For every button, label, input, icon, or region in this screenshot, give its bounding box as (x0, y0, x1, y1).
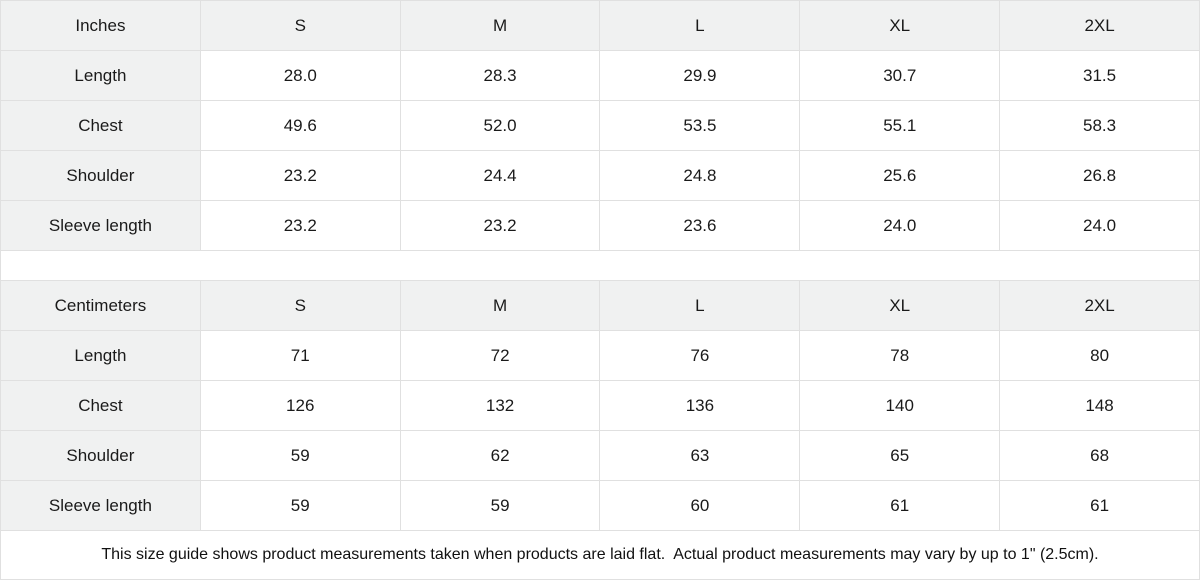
cm-length-s: 71 (200, 331, 400, 380)
inches-size-header-l: L (600, 1, 800, 50)
cm-shoulder-l: 63 (600, 431, 800, 480)
inches-length-s: 28.0 (200, 51, 400, 100)
inches-sleeve-m: 23.2 (400, 201, 600, 250)
inches-chest-2xl: 58.3 (1000, 101, 1199, 150)
cm-size-header-m: M (400, 281, 600, 330)
inches-row-label-shoulder: Shoulder (1, 151, 200, 200)
cm-chest-l: 136 (600, 381, 800, 430)
cm-size-header-2xl: 2XL (1000, 281, 1199, 330)
cm-chest-m: 132 (400, 381, 600, 430)
cm-chest-2xl: 148 (1000, 381, 1199, 430)
inches-sleeve-xl: 24.0 (800, 201, 1000, 250)
cm-row-label-chest: Chest (1, 381, 200, 430)
inches-shoulder-2xl: 26.8 (1000, 151, 1199, 200)
cm-chest-xl: 140 (800, 381, 1000, 430)
inches-sleeve-l: 23.6 (600, 201, 800, 250)
inches-length-xl: 30.7 (800, 51, 1000, 100)
cm-row-label-sleeve-length: Sleeve length (1, 481, 200, 530)
inches-sleeve-s: 23.2 (200, 201, 400, 250)
inches-row-label-length: Length (1, 51, 200, 100)
cm-shoulder-m: 62 (400, 431, 600, 480)
inches-size-header-m: M (400, 1, 600, 50)
inches-size-header-2xl: 2XL (1000, 1, 1199, 50)
inches-shoulder-m: 24.4 (400, 151, 600, 200)
inches-size-header-xl: XL (800, 1, 1000, 50)
inches-chest-s: 49.6 (200, 101, 400, 150)
cm-sleeve-m: 59 (400, 481, 600, 530)
inches-length-m: 28.3 (400, 51, 600, 100)
inches-chest-xl: 55.1 (800, 101, 1000, 150)
cm-size-header-xl: XL (800, 281, 1000, 330)
inches-chest-l: 53.5 (600, 101, 800, 150)
inches-size-header-s: S (200, 1, 400, 50)
cm-shoulder-xl: 65 (800, 431, 1000, 480)
cm-row-label-shoulder: Shoulder (1, 431, 200, 480)
cm-chest-s: 126 (200, 381, 400, 430)
inches-row-label-sleeve-length: Sleeve length (1, 201, 200, 250)
inches-length-l: 29.9 (600, 51, 800, 100)
inches-shoulder-s: 23.2 (200, 151, 400, 200)
inches-chest-m: 52.0 (400, 101, 600, 150)
cm-length-xl: 78 (800, 331, 1000, 380)
table-spacer (1, 251, 1199, 280)
cm-sleeve-2xl: 61 (1000, 481, 1199, 530)
size-guide-disclaimer: This size guide shows product measuremen… (1, 531, 1199, 579)
cm-unit-header: Centimeters (1, 281, 200, 330)
cm-length-l: 76 (600, 331, 800, 380)
cm-shoulder-s: 59 (200, 431, 400, 480)
cm-sleeve-xl: 61 (800, 481, 1000, 530)
cm-row-label-length: Length (1, 331, 200, 380)
cm-shoulder-2xl: 68 (1000, 431, 1199, 480)
cm-length-m: 72 (400, 331, 600, 380)
cm-size-header-s: S (200, 281, 400, 330)
cm-sleeve-s: 59 (200, 481, 400, 530)
inches-shoulder-xl: 25.6 (800, 151, 1000, 200)
inches-sleeve-2xl: 24.0 (1000, 201, 1199, 250)
cm-length-2xl: 80 (1000, 331, 1199, 380)
cm-size-header-l: L (600, 281, 800, 330)
inches-length-2xl: 31.5 (1000, 51, 1199, 100)
inches-unit-header: Inches (1, 1, 200, 50)
cm-sleeve-l: 60 (600, 481, 800, 530)
inches-row-label-chest: Chest (1, 101, 200, 150)
inches-shoulder-l: 24.8 (600, 151, 800, 200)
